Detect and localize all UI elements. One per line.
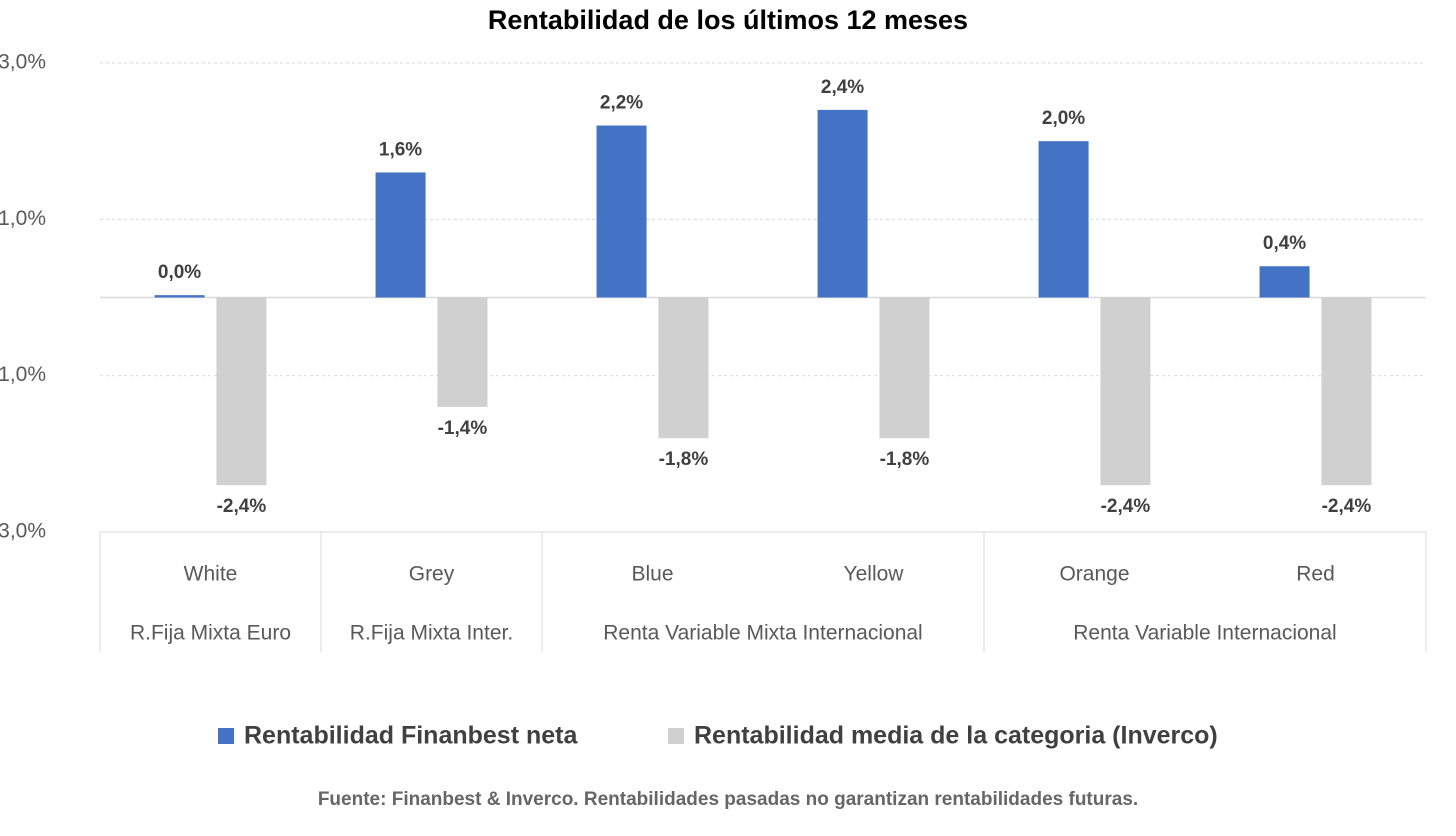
bar bbox=[375, 172, 426, 298]
y-tick-label: -1,0% bbox=[0, 363, 46, 386]
y-tick-label: 3,0% bbox=[0, 51, 46, 74]
bar bbox=[596, 125, 647, 298]
value-label: -2,4% bbox=[1322, 496, 1372, 517]
x-tick-label: Red bbox=[1296, 563, 1335, 586]
bar bbox=[1321, 297, 1372, 486]
bar bbox=[154, 295, 205, 298]
group-label: Renta Variable Internacional bbox=[1073, 622, 1336, 645]
value-label: 2,0% bbox=[1042, 108, 1085, 129]
x-tick-label: White bbox=[184, 563, 238, 586]
bar bbox=[879, 297, 930, 439]
bar bbox=[1259, 266, 1310, 298]
x-tick-label: Blue bbox=[631, 563, 673, 586]
value-label: 0,4% bbox=[1263, 233, 1306, 254]
x-tick-label: Yellow bbox=[844, 563, 905, 586]
legend-label: Rentabilidad Finanbest neta bbox=[244, 722, 578, 750]
bar bbox=[216, 297, 267, 486]
x-tick-label: Grey bbox=[409, 563, 455, 586]
bar bbox=[1100, 297, 1151, 486]
source-note: Fuente: Finanbest & Inverco. Rentabilida… bbox=[318, 789, 1138, 810]
chart-title: Rentabilidad de los últimos 12 meses bbox=[488, 5, 968, 35]
value-label: -1,8% bbox=[880, 449, 930, 470]
bar bbox=[817, 109, 868, 298]
legend-swatch bbox=[668, 728, 684, 744]
group-label: Renta Variable Mixta Internacional bbox=[603, 622, 922, 645]
value-label: -1,4% bbox=[438, 418, 488, 439]
y-tick-label: 1,0% bbox=[0, 207, 46, 230]
bar bbox=[658, 297, 709, 439]
value-label: -1,8% bbox=[659, 449, 709, 470]
group-label: R.Fija Mixta Inter. bbox=[350, 622, 513, 645]
bar bbox=[437, 297, 488, 407]
legend-label: Rentabilidad media de la categoria (Inve… bbox=[694, 722, 1218, 750]
group-label: R.Fija Mixta Euro bbox=[130, 622, 291, 645]
value-label: 2,2% bbox=[600, 93, 643, 114]
bar bbox=[1038, 141, 1089, 298]
value-label: 2,4% bbox=[821, 77, 864, 98]
value-label: -2,4% bbox=[1101, 496, 1151, 517]
y-tick-label: -3,0% bbox=[0, 520, 46, 543]
value-label: 1,6% bbox=[379, 139, 422, 160]
x-tick-label: Orange bbox=[1059, 563, 1129, 586]
value-label: 0,0% bbox=[158, 262, 201, 283]
legend-swatch bbox=[218, 728, 234, 744]
value-label: -2,4% bbox=[217, 496, 267, 517]
